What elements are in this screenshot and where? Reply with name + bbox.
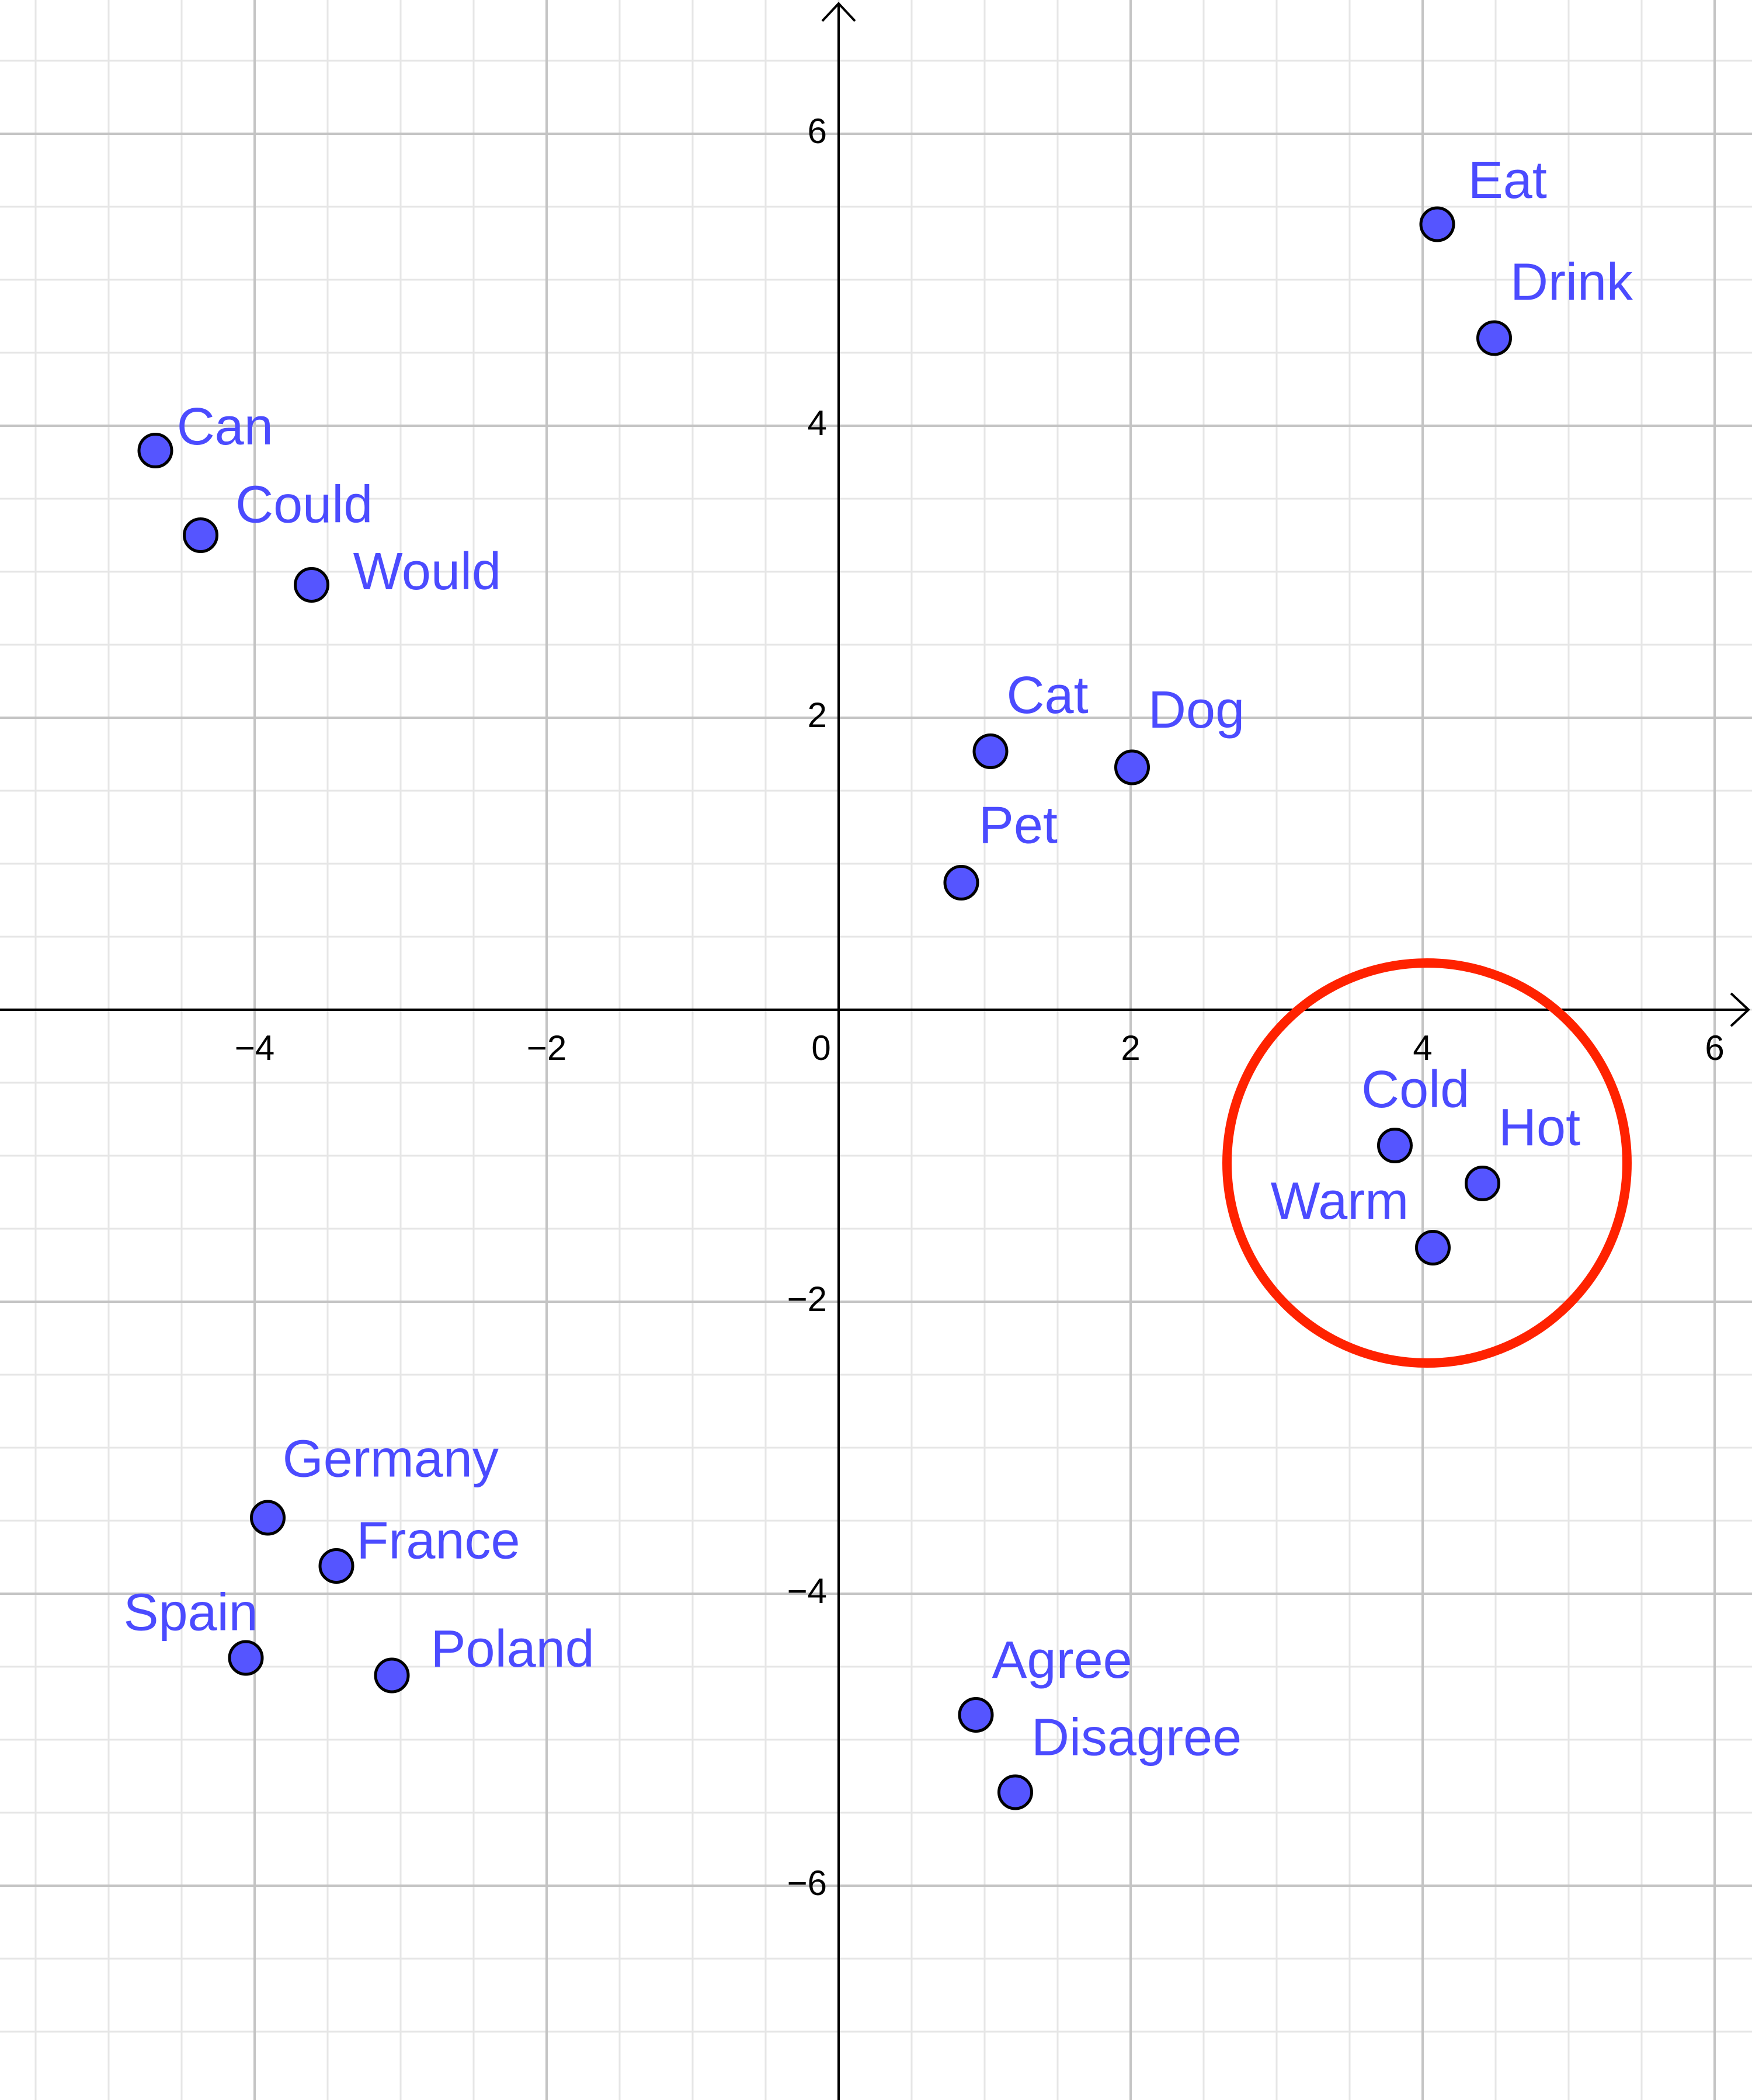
x-tick-label: 6 xyxy=(1705,1028,1724,1068)
point xyxy=(943,865,979,901)
point xyxy=(318,1548,354,1584)
point-label: Cold xyxy=(1361,1061,1469,1119)
x-tick-label: −4 xyxy=(235,1028,274,1068)
y-tick-label: −6 xyxy=(787,1863,827,1903)
point xyxy=(228,1640,264,1676)
x-tick-label: 4 xyxy=(1413,1028,1432,1068)
point xyxy=(137,433,173,468)
point-label: Cat xyxy=(1007,666,1089,725)
point xyxy=(1415,1230,1451,1265)
point xyxy=(1476,320,1512,356)
point-label: France xyxy=(356,1512,520,1570)
point xyxy=(294,567,329,603)
point-label: Drink xyxy=(1510,253,1633,311)
point xyxy=(183,517,218,553)
point-label: Eat xyxy=(1468,151,1547,210)
point-label: Warm xyxy=(1271,1172,1409,1230)
y-tick-label: −4 xyxy=(787,1571,827,1611)
point xyxy=(972,733,1009,769)
point-label: Can xyxy=(177,398,273,456)
y-tick-label: −2 xyxy=(787,1280,827,1319)
point-label: Agree xyxy=(992,1631,1132,1689)
point xyxy=(1377,1128,1413,1163)
point-label: Pet xyxy=(979,797,1058,855)
point-label: Dog xyxy=(1148,681,1245,739)
point-label: Hot xyxy=(1499,1098,1580,1157)
marks: Eat Drink Can Could Would Cat Dog Pet Cold Hot War… xyxy=(123,151,1633,1810)
point xyxy=(997,1774,1033,1810)
point-label: Spain xyxy=(123,1584,258,1642)
x-tick-label: 0 xyxy=(811,1028,830,1068)
highlight-circle xyxy=(1222,958,1632,1368)
point-label: Would xyxy=(353,543,501,601)
point xyxy=(1114,749,1150,785)
point xyxy=(1419,206,1455,242)
y-tick-label: 4 xyxy=(808,404,827,443)
y-tick-label: 2 xyxy=(808,696,827,735)
y-axis-arrow xyxy=(821,2,856,22)
point xyxy=(1465,1166,1500,1201)
x-axis-arrow xyxy=(1730,992,1750,1027)
point xyxy=(958,1697,994,1733)
point-label: Germany xyxy=(283,1430,499,1489)
point-label: Poland xyxy=(431,1620,595,1678)
point-label: Disagree xyxy=(1031,1709,1242,1767)
x-tick-label: −2 xyxy=(527,1028,566,1068)
point-label: Could xyxy=(235,475,373,534)
point xyxy=(374,1657,410,1694)
x-tick-label: 2 xyxy=(1121,1028,1140,1068)
y-tick-label: 6 xyxy=(808,112,827,151)
point xyxy=(250,1500,286,1536)
